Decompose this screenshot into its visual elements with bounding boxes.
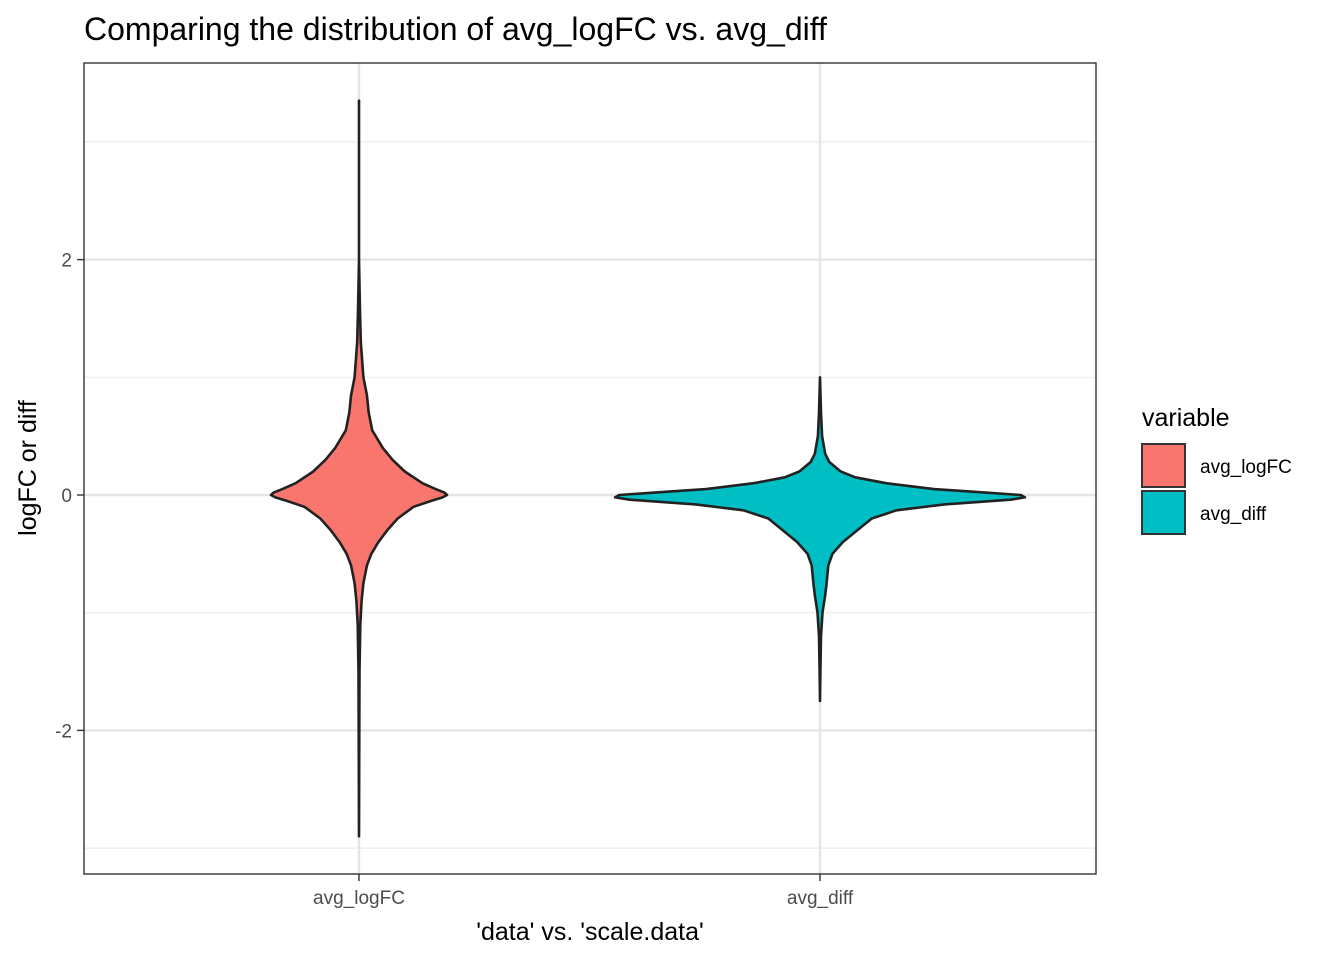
y-axis-title: logFC or diff bbox=[14, 400, 42, 536]
legend: variable avg_logFC avg_diff bbox=[1141, 404, 1292, 535]
y-axis: -2 0 2 bbox=[55, 251, 84, 742]
chart-title: Comparing the distribution of avg_logFC … bbox=[84, 11, 827, 47]
x-axis-title: 'data' vs. 'scale.data' bbox=[476, 918, 704, 946]
plot-panel-border bbox=[83, 62, 1097, 875]
legend-key-avg-logfc bbox=[1141, 443, 1186, 488]
legend-label-avg-diff: avg_diff bbox=[1200, 504, 1267, 525]
legend-title: variable bbox=[1142, 404, 1230, 432]
x-tick-label: avg_diff bbox=[787, 888, 854, 909]
y-tick-label: -2 bbox=[55, 721, 72, 742]
violins bbox=[269, 99, 1027, 838]
x-tick-label: avg_logFC bbox=[313, 888, 405, 909]
legend-key-avg-diff bbox=[1141, 490, 1186, 535]
plot-panel-background bbox=[84, 63, 1096, 874]
violin-avg-logFC bbox=[269, 99, 449, 838]
x-axis: avg_logFC avg_diff bbox=[313, 874, 854, 909]
y-tick-label: 2 bbox=[61, 251, 72, 272]
y-tick-label: 0 bbox=[61, 486, 72, 507]
violin-avg-diff bbox=[613, 376, 1027, 703]
legend-label-avg-logfc: avg_logFC bbox=[1200, 457, 1292, 478]
